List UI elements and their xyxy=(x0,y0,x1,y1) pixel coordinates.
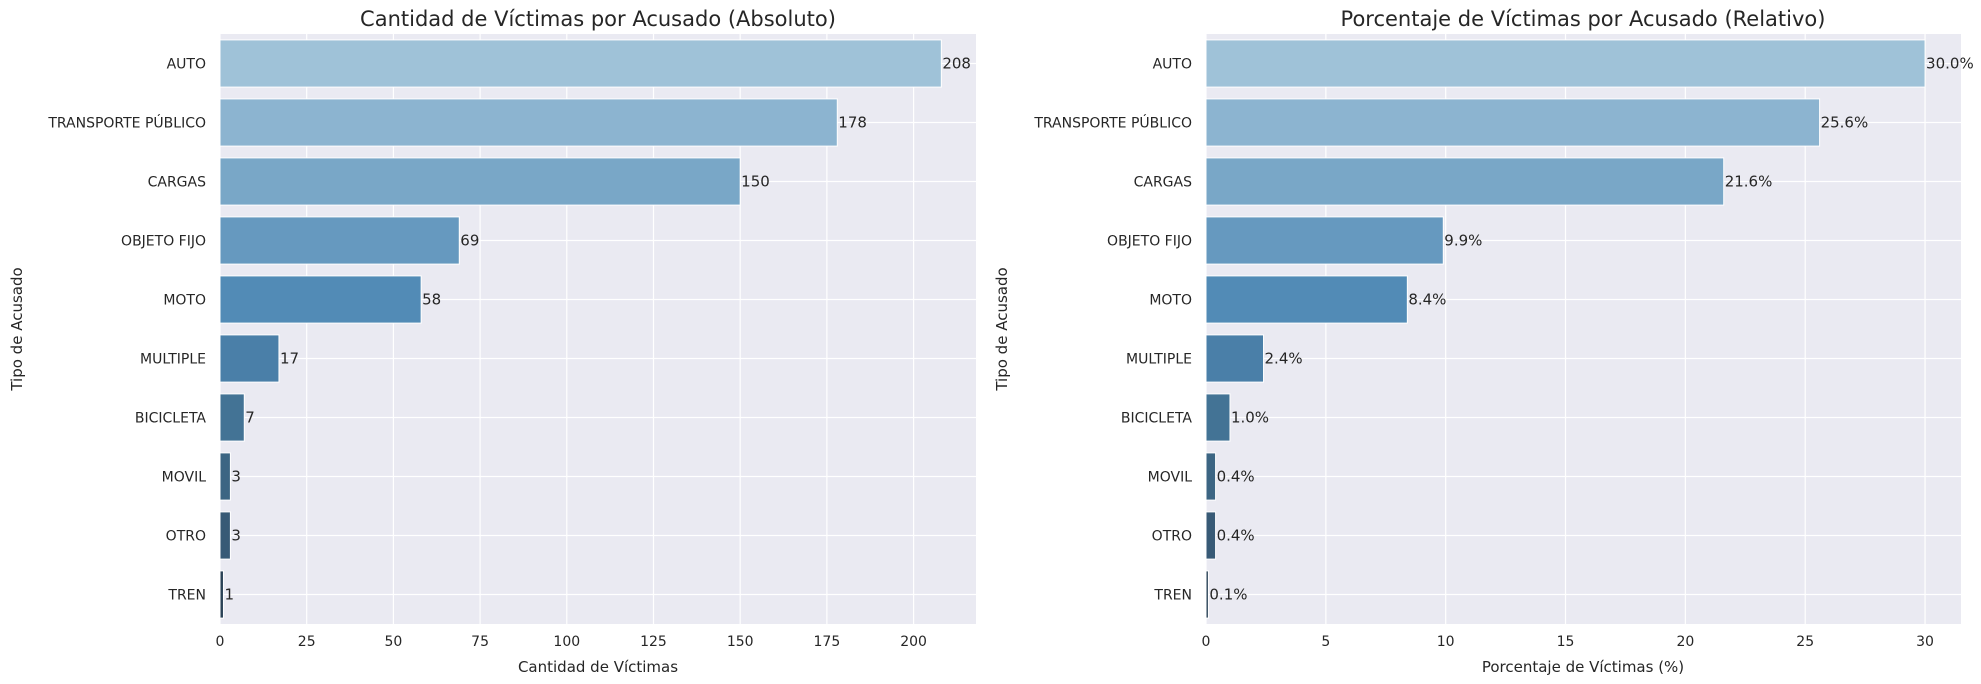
bar xyxy=(219,570,224,619)
data-label: 7 xyxy=(245,409,255,427)
bar xyxy=(1205,511,1217,560)
y-axis-label: Tipo de Acusado xyxy=(993,267,1011,391)
data-label: 3 xyxy=(231,468,241,486)
bar xyxy=(219,275,422,324)
x-tick-label: 20 xyxy=(1676,634,1694,650)
x-tick-label: 0 xyxy=(216,634,225,650)
bar xyxy=(1205,157,1725,206)
data-labels: 30.0% 25.6% 21.6% 9.9% 8.4% 2.4% 1.0% 0.4% 0.4% 0… xyxy=(1209,55,1973,604)
x-tick-label: 125 xyxy=(640,634,667,650)
data-label: 21.6% xyxy=(1725,173,1773,191)
bar xyxy=(219,452,231,501)
bar-group xyxy=(219,39,942,619)
data-label: 208 xyxy=(942,55,971,73)
category-labels: AUTO TRANSPORTE PÚBLICO CARGAS OBJETO FIJO M… xyxy=(1033,57,1192,604)
bar xyxy=(1205,98,1821,147)
data-label: 25.6% xyxy=(1821,114,1869,132)
data-label: 178 xyxy=(838,114,867,132)
bar xyxy=(219,39,942,88)
bar xyxy=(1205,393,1231,442)
category-label: OTRO xyxy=(1152,529,1192,545)
bar xyxy=(219,393,245,442)
x-tick-label: 175 xyxy=(814,634,841,650)
data-label: 0.4% xyxy=(1217,468,1255,486)
x-tick-label: 150 xyxy=(727,634,754,650)
bar xyxy=(219,511,231,560)
category-label: AUTO xyxy=(1153,57,1192,73)
data-label: 30.0% xyxy=(1926,55,1974,73)
data-label: 69 xyxy=(460,232,479,250)
data-label: 3 xyxy=(231,527,241,545)
relative-victims-chart: AUTO TRANSPORTE PÚBLICO CARGAS OBJETO FIJO M… xyxy=(993,7,1974,676)
x-tick-label: 0 xyxy=(1202,634,1211,650)
category-label: TREN xyxy=(167,588,206,604)
category-label: MOTO xyxy=(1149,293,1192,309)
category-labels: AUTO TRANSPORTE PÚBLICO CARGAS OBJETO FIJO M… xyxy=(47,57,206,604)
chart-title: Porcentaje de Víctimas por Acusado (Rela… xyxy=(1341,7,1826,31)
y-axis-label: Tipo de Acusado xyxy=(8,267,26,391)
data-label: 9.9% xyxy=(1444,232,1482,250)
data-label: 1.0% xyxy=(1231,409,1269,427)
bar-group xyxy=(1205,39,1926,619)
data-label: 17 xyxy=(280,350,299,368)
category-label: TREN xyxy=(1153,588,1192,604)
x-tick-label: 25 xyxy=(1796,634,1814,650)
category-label: CARGAS xyxy=(1134,175,1193,191)
x-tick-label: 25 xyxy=(298,634,316,650)
bar xyxy=(1205,334,1265,383)
data-labels: 208 178 150 69 58 17 7 3 3 1 xyxy=(224,55,970,604)
category-label: MULTIPLE xyxy=(140,352,206,368)
category-label: OBJETO FIJO xyxy=(121,234,206,250)
category-label: OBJETO FIJO xyxy=(1107,234,1192,250)
data-label: 0.4% xyxy=(1217,527,1255,545)
category-label: MOVIL xyxy=(162,470,207,486)
x-tick-label: 75 xyxy=(471,634,489,650)
category-label: AUTO xyxy=(167,57,206,73)
x-tick-label: 100 xyxy=(553,634,580,650)
category-label: OTRO xyxy=(166,529,206,545)
category-label: MOVIL xyxy=(1148,470,1193,486)
bar xyxy=(1205,216,1444,265)
category-label: MULTIPLE xyxy=(1126,352,1192,368)
category-label: TRANSPORTE PÚBLICO xyxy=(47,114,206,132)
x-axis-label: Porcentaje de Víctimas (%) xyxy=(1482,658,1684,676)
x-tick-label: 10 xyxy=(1437,634,1455,650)
category-label: TRANSPORTE PÚBLICO xyxy=(1033,114,1192,132)
x-tick-labels: 0 25 50 75 100 125 150 175 200 xyxy=(216,634,927,650)
bar xyxy=(219,216,460,265)
bar xyxy=(1205,275,1408,324)
data-label: 58 xyxy=(422,291,441,309)
bar xyxy=(219,98,838,147)
data-label: 1 xyxy=(224,586,234,604)
data-label: 2.4% xyxy=(1265,350,1303,368)
x-tick-label: 15 xyxy=(1557,634,1575,650)
bar xyxy=(1205,452,1217,501)
category-label: CARGAS xyxy=(148,175,207,191)
x-tick-label: 50 xyxy=(384,634,402,650)
bar xyxy=(219,334,280,383)
category-label: MOTO xyxy=(163,293,206,309)
bar xyxy=(1205,570,1209,619)
absolute-victims-chart: AUTO TRANSPORTE PÚBLICO CARGAS OBJETO FIJO M… xyxy=(8,7,976,676)
category-label: BICICLETA xyxy=(1121,411,1193,427)
data-label: 0.1% xyxy=(1209,586,1247,604)
bar xyxy=(219,157,741,206)
data-label: 8.4% xyxy=(1408,291,1446,309)
x-tick-label: 5 xyxy=(1321,634,1330,650)
x-axis-label: Cantidad de Víctimas xyxy=(518,658,678,676)
x-tick-label: 200 xyxy=(900,634,927,650)
bar xyxy=(1205,39,1926,88)
data-label: 150 xyxy=(741,173,770,191)
category-label: BICICLETA xyxy=(135,411,207,427)
x-tick-label: 30 xyxy=(1916,634,1934,650)
chart-title: Cantidad de Víctimas por Acusado (Absolu… xyxy=(360,7,836,31)
x-tick-labels: 0 5 10 15 20 25 30 xyxy=(1202,634,1934,650)
